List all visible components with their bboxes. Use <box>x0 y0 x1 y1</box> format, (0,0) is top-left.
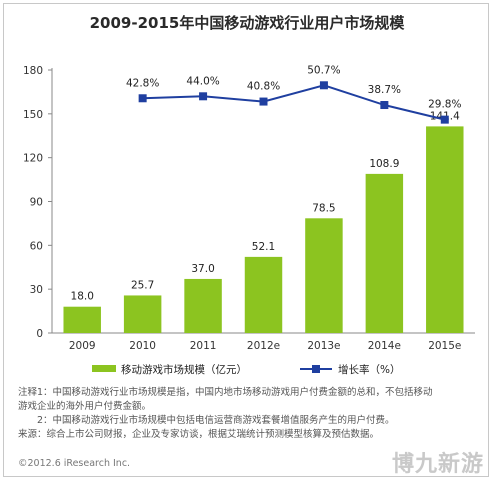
x-tick-label: 2011 <box>190 340 217 352</box>
y-tick-label: 120 <box>23 153 43 165</box>
legend-label-line: 增长率（%） <box>338 363 400 376</box>
bar-data-label: 108.9 <box>369 158 399 170</box>
growth-rate-label: 40.8% <box>247 81 280 93</box>
x-tick-label: 2013e <box>307 340 340 352</box>
y-tick-label: 0 <box>36 328 43 340</box>
chart-frame <box>3 3 489 477</box>
bar-2012e <box>244 256 283 333</box>
growth-rate-point <box>199 92 208 101</box>
bar-data-label: 18.0 <box>71 291 94 303</box>
footnote-line: 2：中国移动游戏行业市场规模中包括电信运营商游戏套餐增值服务产生的用户付费。 <box>18 415 395 426</box>
bar-data-label: 52.1 <box>252 241 275 253</box>
bar-2010 <box>123 295 162 333</box>
growth-rate-point <box>440 115 449 124</box>
watermark-text: 博九新游 <box>391 452 484 477</box>
footnote-line: 注释1：中国移动游戏行业市场规模是指，中国内地市场移动游戏用户付费金额的总和，不… <box>18 387 433 398</box>
growth-rate-point <box>319 81 328 90</box>
y-tick-label: 30 <box>30 284 43 296</box>
y-tick-label: 90 <box>30 197 43 209</box>
bar-data-label: 25.7 <box>131 279 154 291</box>
bar-data-label: 78.5 <box>312 202 335 214</box>
growth-rate-label: 42.8% <box>126 77 159 89</box>
growth-rate-label: 29.8% <box>428 99 461 111</box>
legend-label-bar: 移动游戏市场规模（亿元） <box>121 363 247 376</box>
growth-rate-label: 38.7% <box>368 84 401 96</box>
chart-title: 2009-2015年中国移动游戏行业用户市场规模 <box>89 14 405 32</box>
bar-2015e <box>426 126 464 333</box>
bar-2013e <box>305 218 343 333</box>
growth-rate-label: 50.7% <box>307 64 340 76</box>
legend-swatch-marker <box>312 365 320 373</box>
growth-rate-point <box>138 94 147 103</box>
x-tick-label: 2015e <box>428 340 461 352</box>
y-tick-label: 150 <box>23 109 43 121</box>
bar-2014e <box>365 173 404 333</box>
x-tick-label: 2012e <box>247 340 280 352</box>
bar-data-label: 37.0 <box>191 263 214 275</box>
footnote-line: 来源：综合上市公司财报，企业及专家访谈，根据艾瑞统计预测模型核算及预估数据。 <box>18 429 380 440</box>
copyright-text: ©2012.6 iResearch Inc. <box>18 458 131 469</box>
bar-2011 <box>184 278 222 333</box>
x-tick-label: 2014e <box>368 340 401 352</box>
growth-rate-label: 44.0% <box>186 75 219 87</box>
bar-2009 <box>63 306 101 333</box>
y-tick-label: 60 <box>30 240 43 252</box>
growth-rate-point <box>380 101 389 110</box>
legend-swatch-bar <box>92 365 116 372</box>
footnote-line: 游戏企业的海外用户付费金额。 <box>18 401 152 412</box>
growth-rate-point <box>259 97 268 106</box>
footnotes: 注释1：中国移动游戏行业市场规模是指，中国内地市场移动游戏用户付费金额的总和，不… <box>18 386 488 442</box>
x-tick-label: 2009 <box>69 340 96 352</box>
x-tick-label: 2010 <box>129 340 156 352</box>
y-tick-label: 180 <box>23 65 43 77</box>
growth-rate-line <box>142 84 446 121</box>
